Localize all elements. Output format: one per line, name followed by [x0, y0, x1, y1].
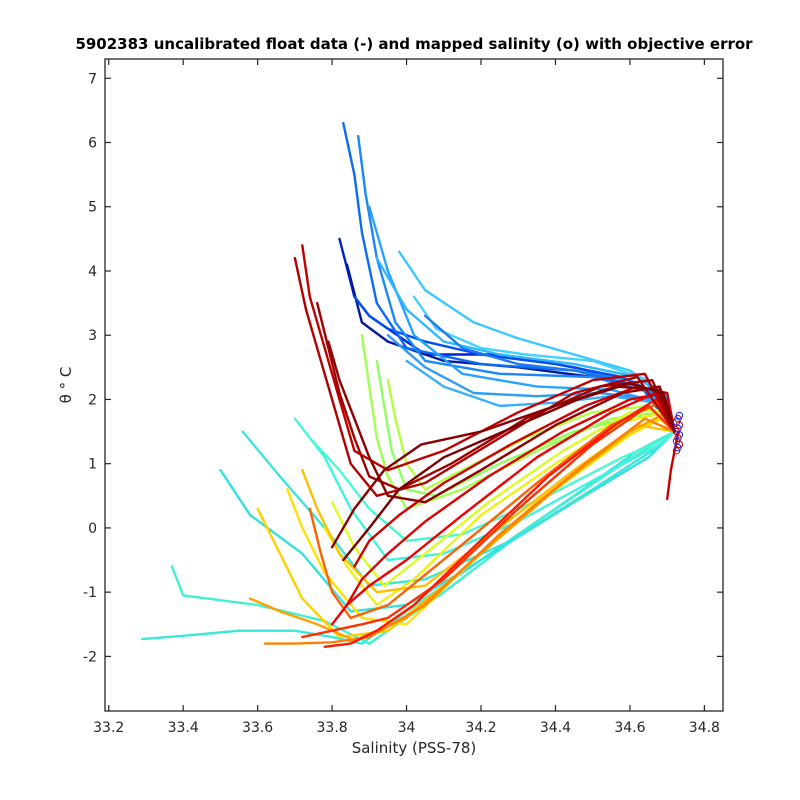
series-line-32 [330, 391, 676, 626]
y-tick-label: 6 [88, 136, 97, 152]
x-tick-label: 34.4 [540, 720, 571, 736]
x-tick-label: 34.8 [689, 720, 720, 736]
series-line-40 [342, 382, 676, 562]
series-line-17 [293, 417, 676, 562]
x-tick-label: 33.8 [317, 720, 348, 736]
y-tick-label: -1 [83, 585, 97, 601]
series-line-12 [424, 314, 676, 433]
y-axis-label: θ ° C [57, 367, 75, 404]
series-line-41 [666, 430, 680, 501]
series-line-28 [263, 417, 676, 645]
x-tick-label: 33.6 [242, 720, 273, 736]
series-line-16 [241, 430, 676, 587]
x-tick-label: 33.4 [168, 720, 199, 736]
series-line-31 [323, 398, 676, 648]
series-line-38 [327, 340, 676, 504]
y-tick-label: 0 [88, 521, 97, 537]
series-layer [140, 121, 680, 648]
y-tick-label: 3 [88, 328, 97, 344]
series-line-29 [308, 401, 676, 620]
x-tick-label: 34.6 [614, 720, 645, 736]
y-tick-label: 2 [88, 392, 97, 408]
series-line-23 [323, 411, 676, 607]
x-axis: 33.2 33.4 33.6 33.8 34 34.2 34.4 34.6 34.8 [93, 59, 720, 736]
y-tick-label: 4 [88, 264, 97, 280]
series-line-35 [301, 244, 676, 472]
x-tick-label: 34 [398, 720, 416, 736]
series-line-30 [301, 404, 676, 639]
mapped-salinity-marker [675, 411, 684, 420]
series-line-21 [386, 379, 676, 491]
y-tick-label: 1 [88, 457, 97, 473]
chart-title: 5902383 uncalibrated float data (-) and … [75, 35, 753, 53]
y-tick-label: 7 [88, 71, 97, 87]
x-tick-label: 33.2 [93, 720, 124, 736]
series-line-33 [345, 391, 676, 607]
axes-box [104, 58, 724, 712]
y-tick-label: -2 [83, 649, 97, 665]
x-axis-label: Salinity (PSS-78) [352, 739, 477, 757]
series-line-22 [330, 407, 676, 587]
y-axis: -2 -1 0 1 2 3 4 5 6 7 [83, 71, 723, 665]
series-line-14 [170, 430, 676, 645]
mapped-salinity-markers [672, 411, 684, 455]
y-tick-label: 5 [88, 200, 97, 216]
x-tick-label: 34.2 [465, 720, 496, 736]
plot-area [140, 121, 684, 648]
